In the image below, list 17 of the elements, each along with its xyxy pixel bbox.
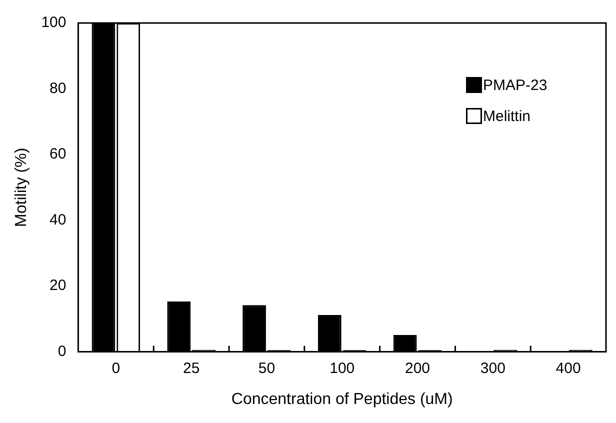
y-tick-label: 40	[50, 211, 66, 228]
y-tick-label: 80	[50, 80, 66, 97]
x-tick-label: 0	[112, 360, 120, 377]
legend-label: PMAP-23	[483, 77, 548, 94]
x-tick-label: 200	[404, 360, 430, 377]
y-tick-label: 20	[50, 277, 66, 294]
y-axis-title: Motility (%)	[13, 148, 30, 227]
legend-label: Melittin	[483, 108, 531, 126]
x-tick-label: 25	[182, 360, 200, 377]
y-tick-label: 60	[50, 146, 66, 163]
x-tick-label: 100	[330, 360, 355, 377]
x-tick-label: 300	[480, 360, 506, 377]
x-axis-title: Concentration of Peptides (uM)	[231, 390, 453, 408]
y-tick-label: 100	[41, 14, 66, 32]
x-tick-label: 50	[258, 360, 276, 377]
x-tick-label: 400	[556, 360, 581, 377]
y-tick-label: 0	[58, 342, 66, 360]
